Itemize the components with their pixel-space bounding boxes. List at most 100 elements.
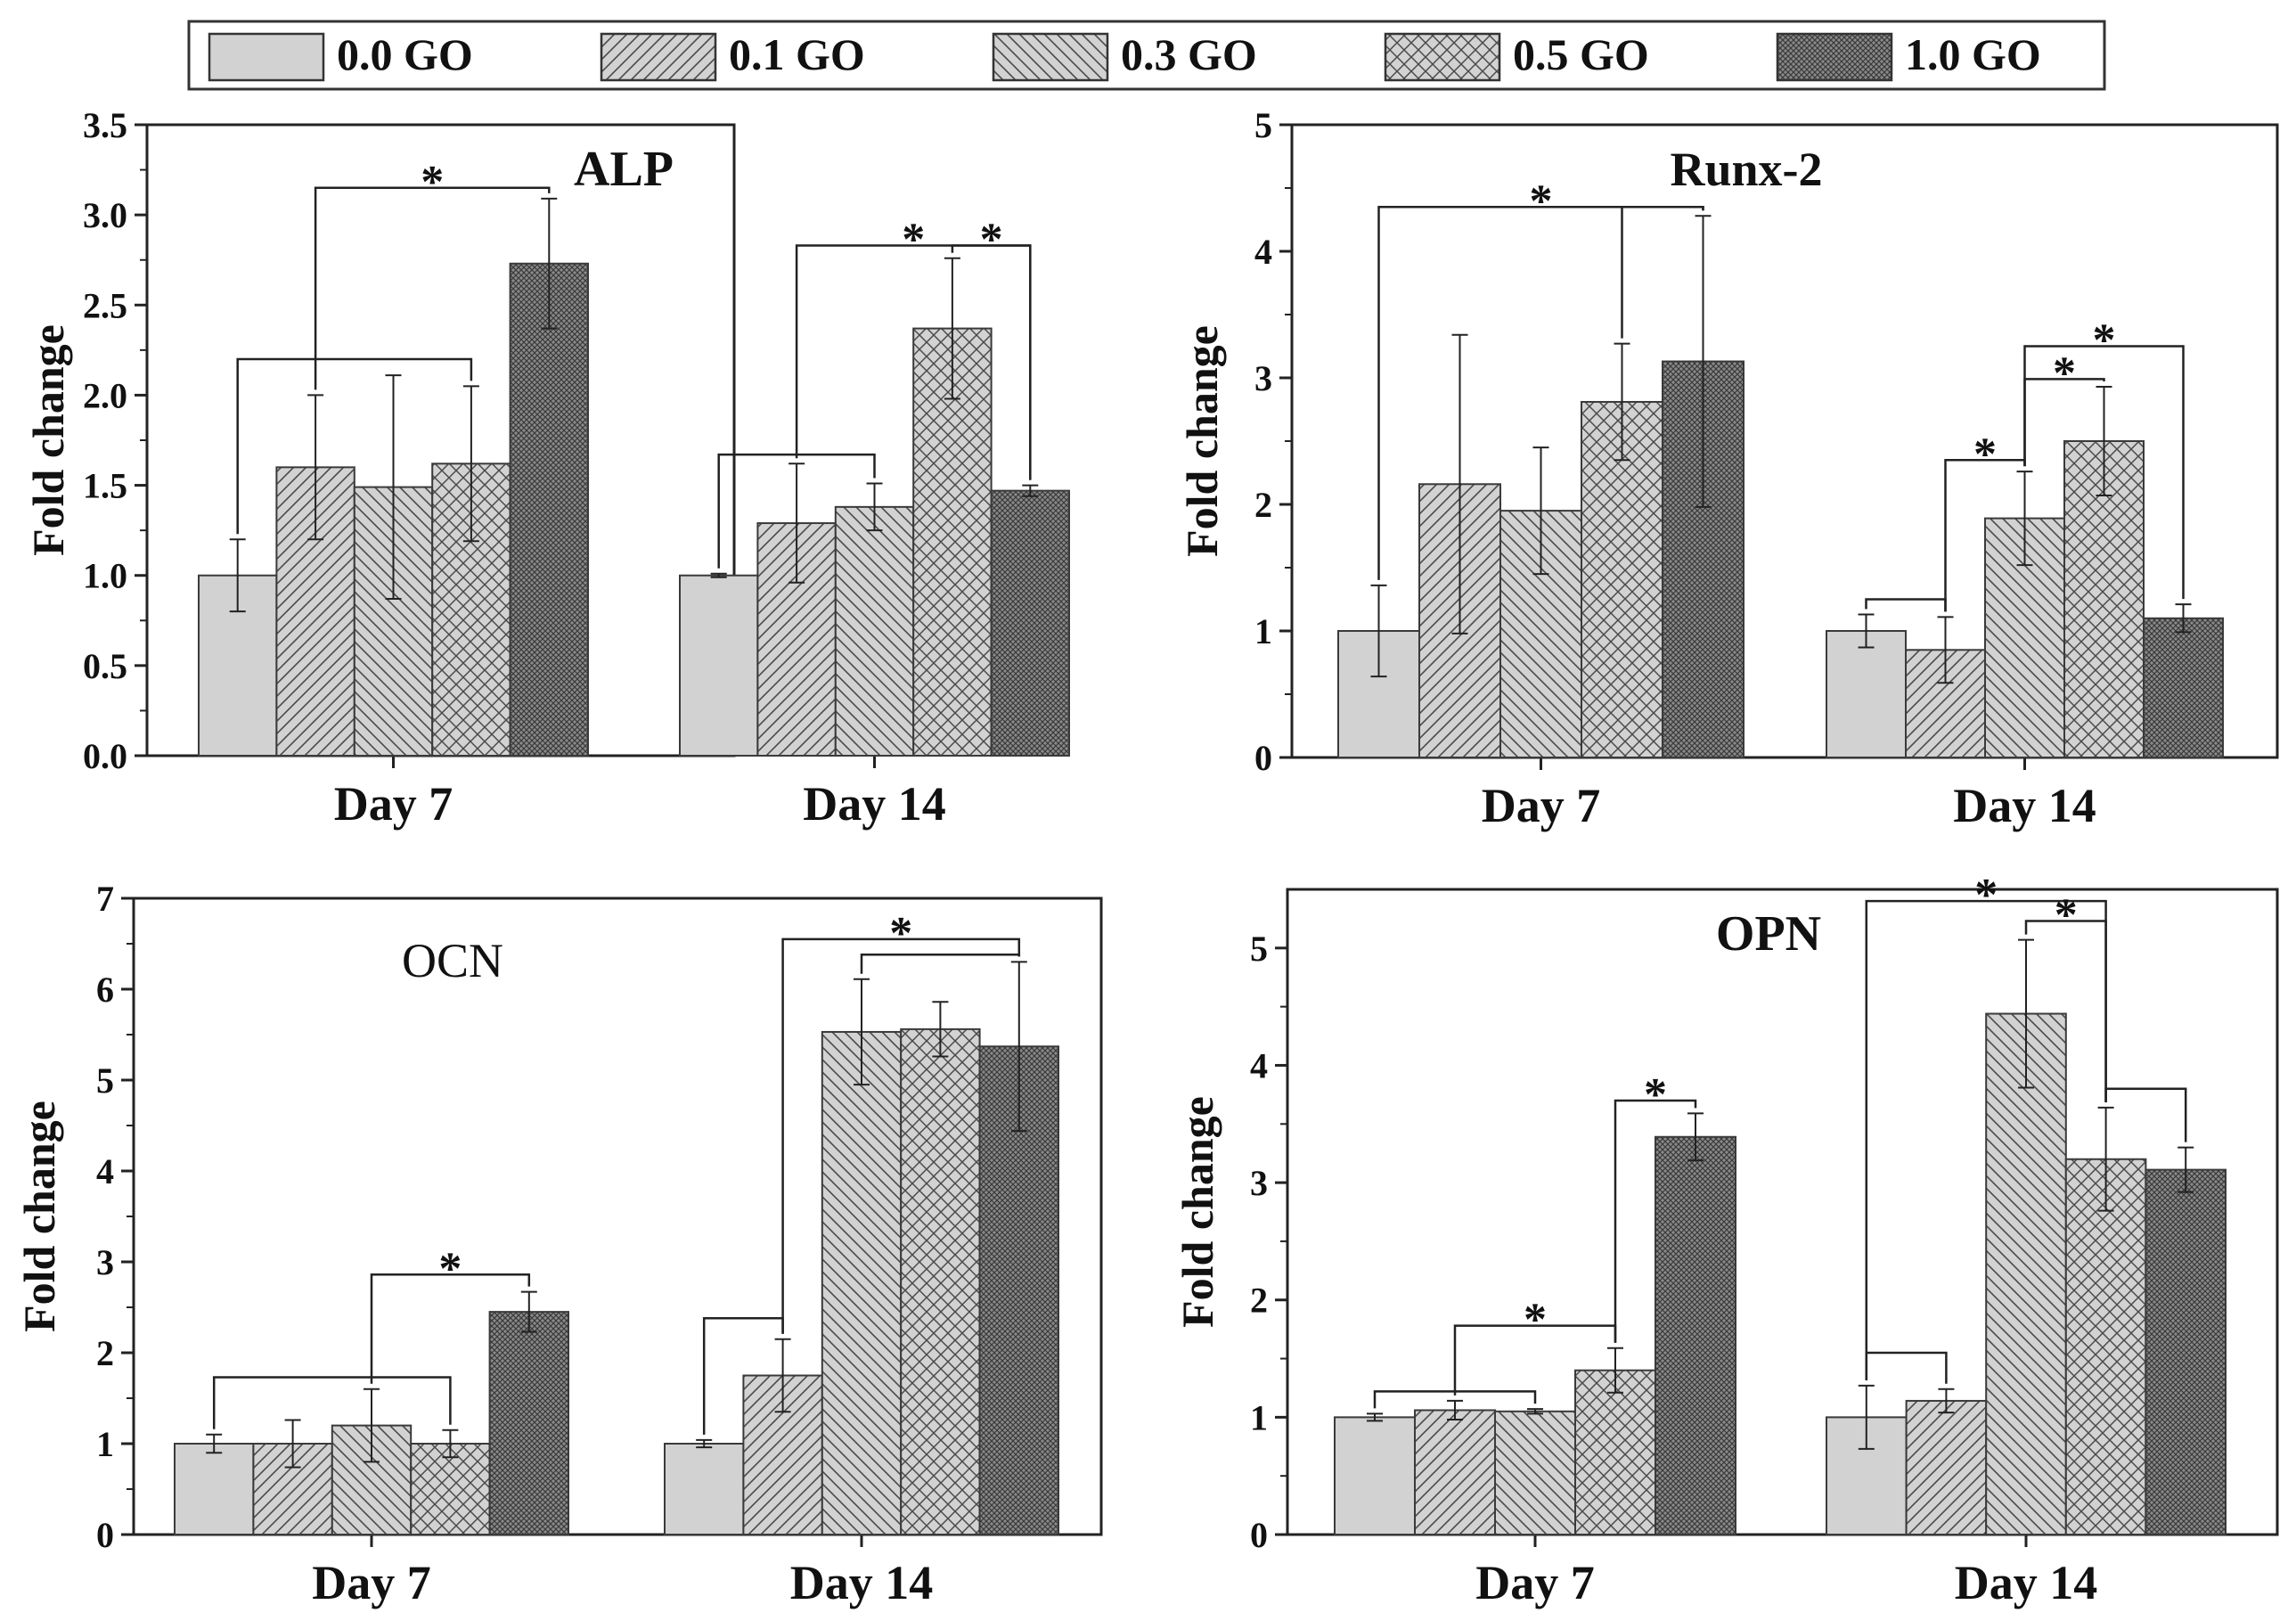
y-tick-label: 1 [96, 1424, 114, 1464]
legend-swatch-dense [1776, 32, 1893, 82]
significance-bracket [1621, 206, 1704, 339]
y-tick-label: 5 [96, 1060, 114, 1101]
x-tick-label: Day 7 [312, 1556, 431, 1609]
bar [1414, 1409, 1496, 1535]
significance-star: * [889, 908, 912, 959]
significance-star: * [902, 215, 925, 266]
bar [1494, 1410, 1576, 1536]
y-tick-label: 2 [96, 1333, 114, 1373]
chart-panel-alp: 0.0 0.5 1.0 1.5 2.0 2.5 3.0 3.5 Fold change ALP Da… [23, 105, 1070, 831]
bar [821, 1030, 903, 1535]
y-tick-label: 0.5 [83, 646, 127, 686]
significance-star: * [1973, 429, 1997, 479]
significance-bracket [2104, 1087, 2187, 1142]
chart-title: ALP [574, 142, 674, 197]
x-tick-label: Day 14 [1953, 779, 2096, 832]
y-tick-label: 1.0 [83, 556, 127, 596]
y-tick-label: 6 [96, 970, 114, 1010]
bar [900, 1027, 981, 1535]
significance-star: * [980, 215, 1003, 266]
legend: 0.0 GO 0.1 GO 0.3 GO 0.5 GO 1.0 GO [187, 20, 2106, 91]
y-axis-label: Fold change [23, 324, 73, 556]
y-tick-label: 1.5 [83, 466, 127, 506]
legend-swatch-diag-right [600, 32, 717, 82]
significance-bracket [951, 244, 1032, 480]
significance-bracket [212, 1376, 452, 1429]
legend-swatch-cross [1384, 32, 1501, 82]
significance-bracket [370, 1273, 531, 1384]
bar [2143, 617, 2224, 758]
significance-star: * [421, 157, 444, 208]
legend-entry-1: 0.1 GO [600, 29, 865, 82]
bar [1985, 1012, 2067, 1535]
bar [2145, 1168, 2227, 1536]
bar [1905, 649, 1986, 758]
legend-entry-4: 1.0 GO [1776, 29, 2041, 82]
y-tick-label: 4 [1254, 232, 1272, 272]
bar [1574, 1369, 1656, 1536]
legend-label: 0.1 GO [729, 29, 865, 79]
significance-bracket [314, 186, 551, 390]
y-tick-label: 2.0 [83, 375, 127, 415]
significance-bracket [236, 357, 473, 535]
bar [1905, 1399, 1988, 1536]
y-tick-label: 5 [1254, 105, 1272, 145]
significance-star: * [1524, 1295, 1547, 1346]
x-tick-label: Day 7 [1475, 1556, 1595, 1609]
bar [912, 327, 993, 757]
bar [509, 262, 589, 757]
y-tick-label: 2 [1254, 485, 1272, 525]
bar [990, 489, 1070, 757]
chart-panel-runx2: 0 1 2 3 4 5 Fold change Runx-2 Day 7 Day 14 * * * * [1177, 105, 2279, 832]
y-tick-label: 0.0 [83, 736, 127, 776]
x-tick-label: Day 14 [790, 1556, 934, 1609]
bar [174, 1443, 255, 1535]
legend-label: 1.0 GO [1905, 29, 2041, 79]
y-tick-label: 4 [96, 1151, 114, 1191]
significance-star: * [2053, 348, 2076, 398]
legend-entry-0: 0.0 GO [208, 29, 473, 82]
y-tick-label: 3.5 [83, 105, 127, 145]
significance-bracket [860, 953, 1021, 974]
legend-swatch-solid [208, 32, 325, 82]
chart-title: OPN [1716, 906, 1821, 962]
y-axis-label: Fold change [1177, 325, 1227, 557]
bar [664, 1443, 745, 1535]
chart-title: Runx-2 [1670, 143, 1822, 196]
legend-swatch-diag-left [992, 32, 1109, 82]
x-tick-label: Day 7 [1482, 779, 1601, 832]
chart-panel-opn: 0 1 2 3 4 5 Fold change OPN Day 7 Day 14 * * * * [1173, 870, 2279, 1609]
legend-label: 0.3 GO [1121, 29, 1257, 79]
significance-star: * [1530, 176, 1553, 226]
y-tick-label: 3 [96, 1242, 114, 1282]
bar [834, 505, 915, 757]
significance-bracket [781, 937, 1021, 1334]
chart-title: OCN [402, 934, 503, 987]
y-tick-label: 1 [1254, 611, 1272, 651]
legend-label: 0.5 GO [1513, 29, 1649, 79]
bar [1655, 1135, 1736, 1535]
x-tick-label: Day 14 [1955, 1556, 2098, 1609]
y-tick-label: 0 [1250, 1515, 1268, 1555]
y-tick-label: 2.5 [83, 285, 127, 325]
y-tick-label: 7 [96, 879, 114, 919]
bar [488, 1311, 569, 1535]
y-tick-label: 0 [1254, 738, 1272, 778]
bar [679, 574, 759, 757]
y-tick-label: 5 [1250, 929, 1268, 969]
significance-star: * [2055, 890, 2078, 941]
y-tick-label: 0 [96, 1515, 114, 1555]
significance-star: * [1974, 870, 1998, 921]
y-tick-label: 4 [1250, 1045, 1268, 1085]
significance-bracket [1614, 1099, 1697, 1343]
significance-bracket [1865, 598, 1947, 612]
plot-frame [1286, 888, 2279, 1536]
x-tick-label: Day 14 [803, 777, 946, 831]
x-tick-label: Day 7 [334, 777, 453, 831]
significance-bracket [2024, 920, 2107, 1102]
significance-star: * [438, 1243, 462, 1294]
y-tick-label: 3 [1254, 358, 1272, 398]
bar [1826, 630, 1907, 758]
y-tick-label: 1 [1250, 1397, 1268, 1437]
y-axis-label: Fold change [14, 1101, 64, 1332]
